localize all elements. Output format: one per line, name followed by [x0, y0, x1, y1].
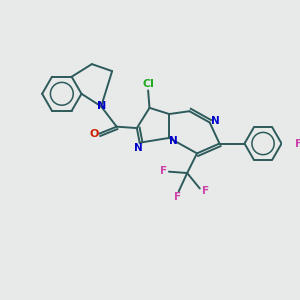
Text: N: N — [169, 136, 178, 146]
Text: Cl: Cl — [142, 79, 154, 89]
Text: O: O — [90, 129, 99, 139]
Text: F: F — [174, 192, 181, 202]
Text: N: N — [98, 101, 106, 111]
Text: F: F — [202, 186, 209, 196]
Text: N: N — [212, 116, 220, 126]
Text: F: F — [160, 166, 167, 176]
Text: N: N — [134, 143, 142, 153]
Text: F: F — [295, 139, 300, 148]
